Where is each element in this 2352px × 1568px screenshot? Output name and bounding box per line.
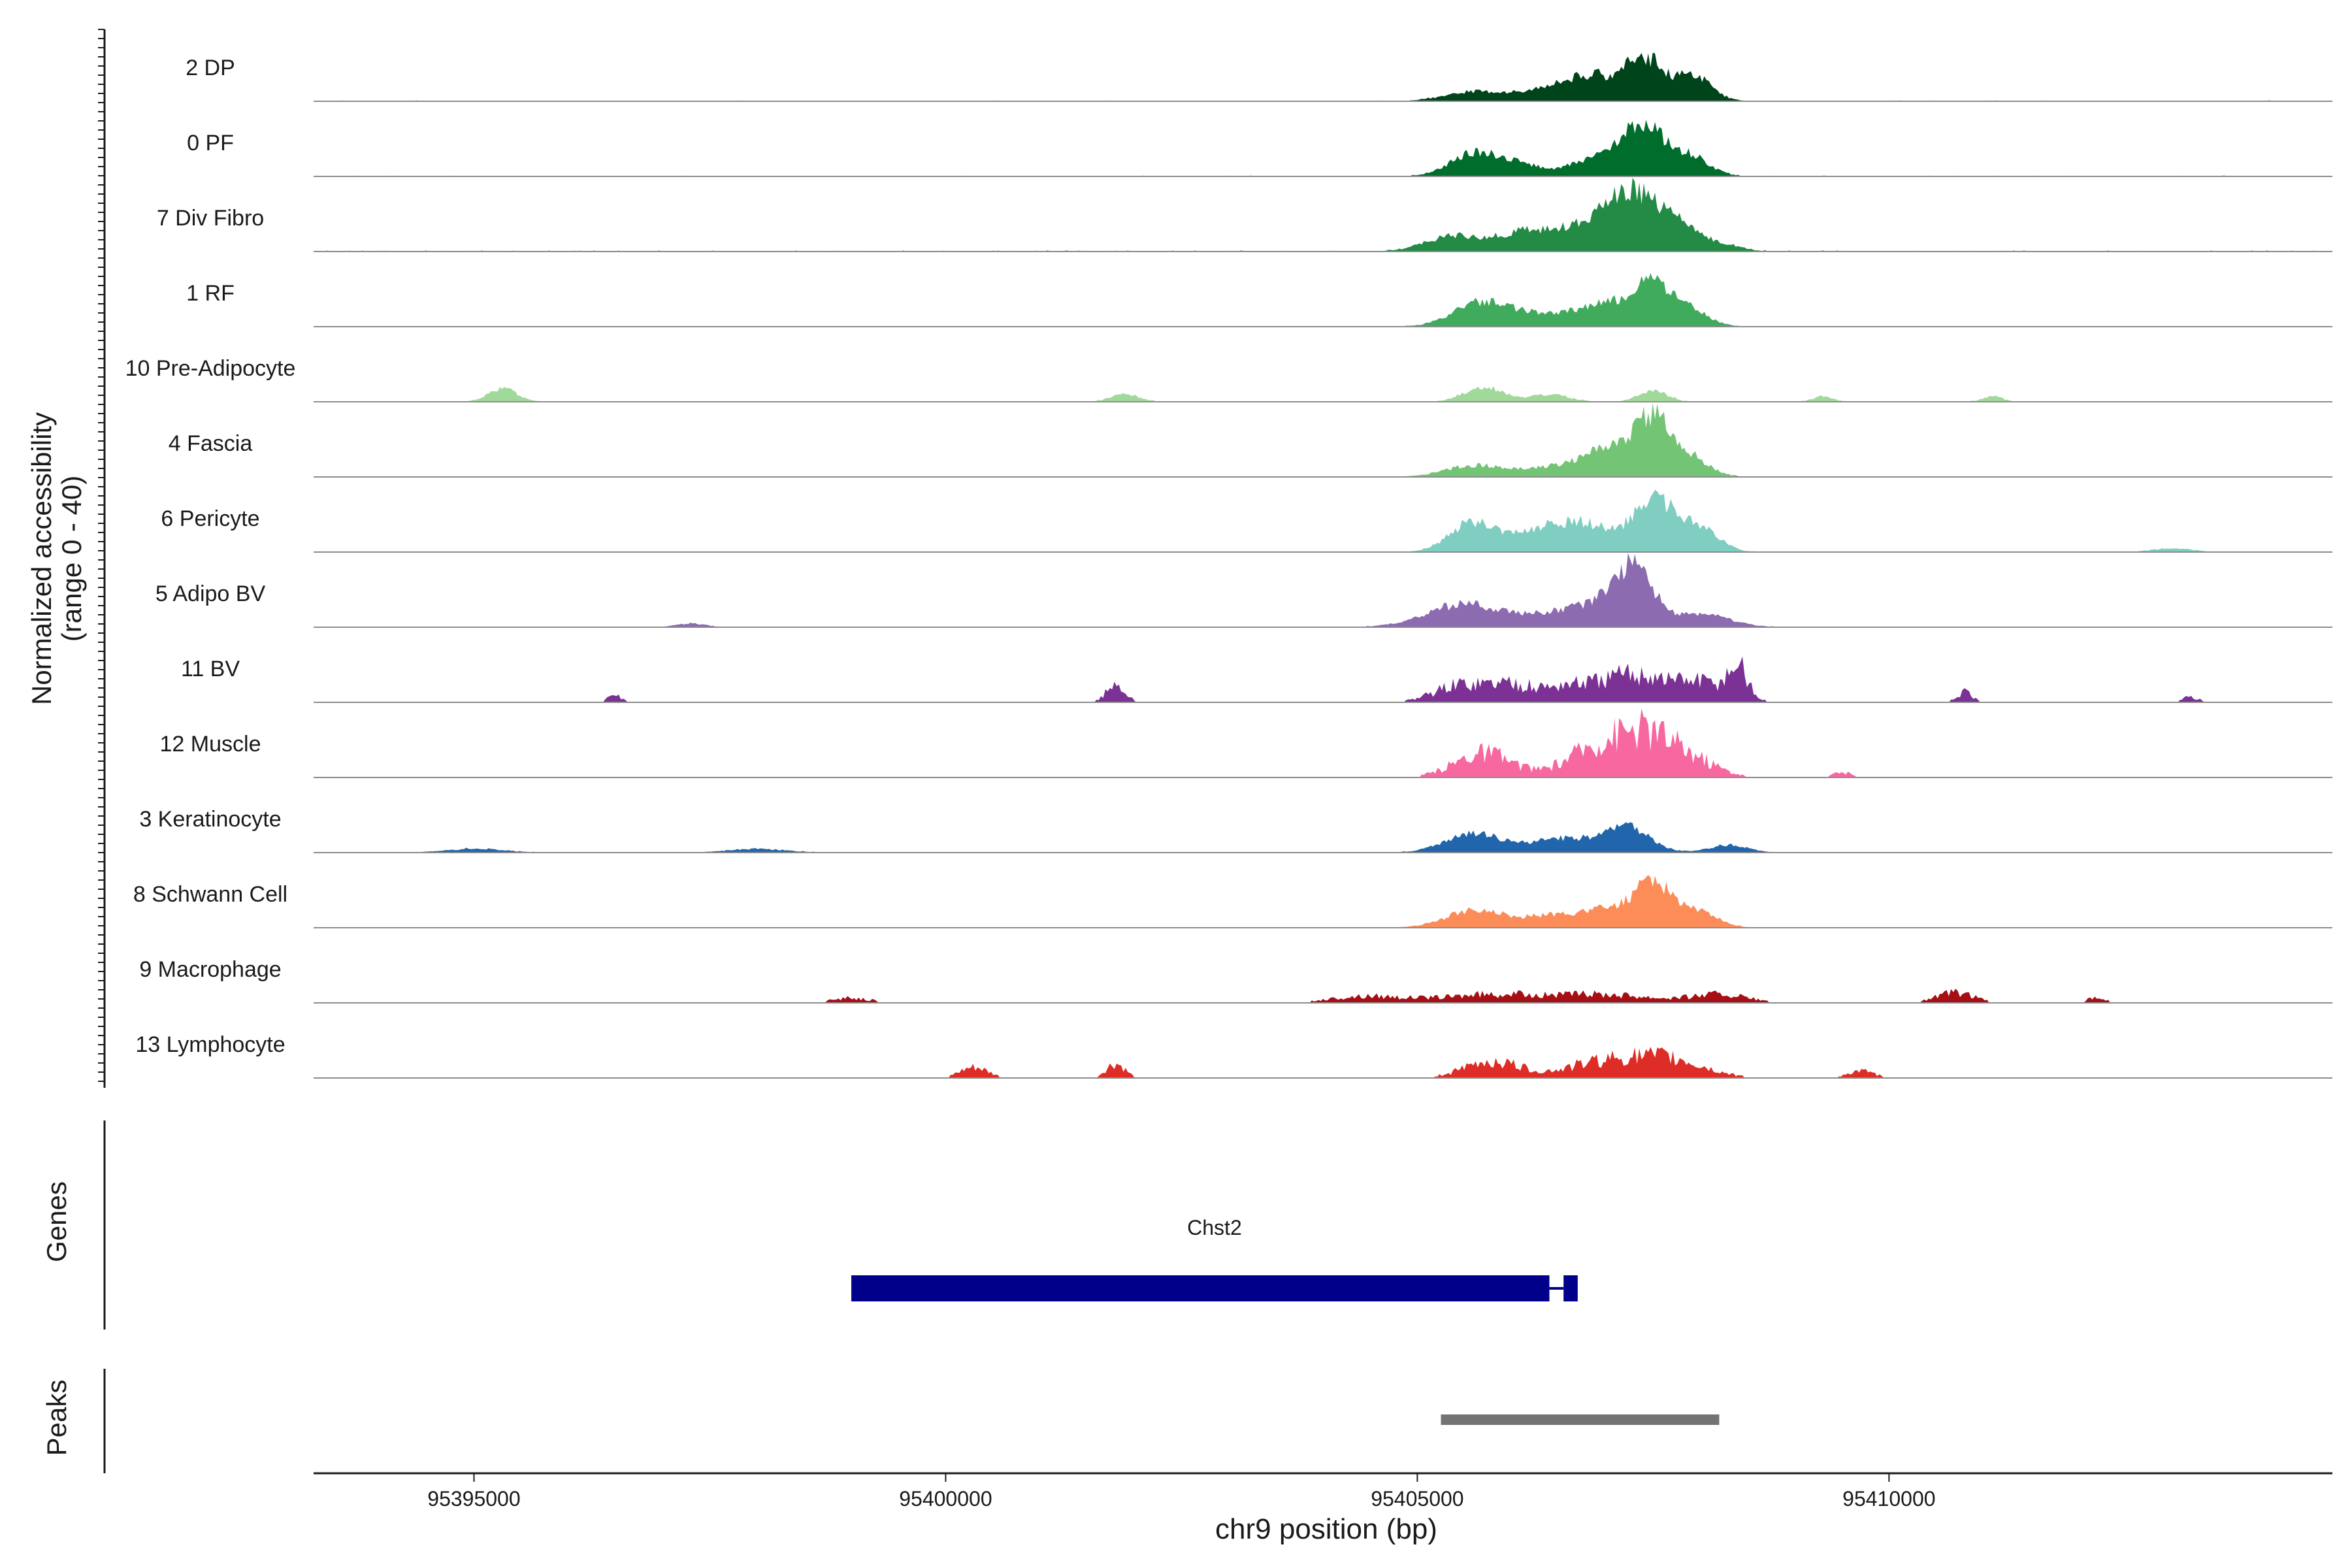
peaks-panel-label: Peaks	[41, 1380, 72, 1456]
x-tick-label: 95400000	[899, 1487, 992, 1511]
genes-panel-label: Genes	[41, 1181, 72, 1262]
track-12: 8 Schwann Cell	[133, 875, 2332, 928]
track-label: 6 Pericyte	[161, 506, 259, 531]
track-6: 4 Fascia	[169, 402, 2332, 478]
track-label: 2 DP	[186, 56, 235, 80]
track-signal	[314, 178, 2332, 252]
track-signal	[314, 120, 2332, 176]
track-layer: 2 DP 0 PF 7 Div Fibro 1 RF 10 Pre-Adipocyte 4…	[125, 52, 2332, 1079]
track-4: 1 RF	[186, 273, 2332, 327]
gene-exon	[851, 1275, 1550, 1301]
track-label: 13 Lymphocyte	[135, 1032, 285, 1057]
track-signal	[314, 656, 2332, 702]
track-label: 9 Macrophage	[139, 957, 281, 982]
track-label: 10 Pre-Adipocyte	[125, 356, 296, 381]
track-14: 13 Lymphocyte	[135, 1032, 2332, 1079]
track-2: 0 PF	[187, 120, 2332, 177]
track-8: 5 Adipo BV	[155, 553, 2332, 628]
track-10: 12 Muscle	[160, 708, 2332, 778]
track-signal	[314, 386, 2332, 402]
y-axis-label: Normalized accessibility	[26, 412, 57, 705]
track-label: 1 RF	[186, 281, 235, 306]
track-13: 9 Macrophage	[139, 957, 2332, 1004]
track-3: 7 Div Fibro	[157, 178, 2332, 252]
track-1: 2 DP	[186, 52, 2332, 102]
track-label: 8 Schwann Cell	[133, 882, 287, 907]
track-label: 11 BV	[181, 657, 240, 681]
track-signal	[314, 52, 2332, 101]
track-label: 3 Keratinocyte	[139, 807, 281, 832]
gene-exon	[1563, 1275, 1578, 1301]
track-signal	[314, 273, 2332, 327]
gene-name-label: Chst2	[1187, 1216, 1242, 1239]
track-signal	[314, 402, 2332, 477]
x-axis-label: chr9 position (bp)	[1215, 1513, 1437, 1545]
track-signal	[314, 553, 2332, 627]
x-tick-label: 95405000	[1371, 1487, 1463, 1511]
x-tick-label: 95410000	[1842, 1487, 1935, 1511]
track-label: 5 Adipo BV	[155, 581, 266, 606]
track-signal	[314, 822, 2332, 853]
track-label: 7 Div Fibro	[157, 206, 264, 231]
track-label: 0 PF	[187, 131, 234, 155]
track-signal	[314, 708, 2332, 777]
axis-layer: Chst2 95395000 95400000 95405000 95410000	[98, 29, 2332, 1511]
peak-region	[1441, 1414, 1720, 1425]
y-axis-sublabel: (range 0 - 40)	[56, 476, 87, 642]
x-tick-label: 95395000	[427, 1487, 520, 1511]
track-7: 6 Pericyte	[161, 489, 2332, 553]
track-signal	[314, 489, 2332, 552]
gene-chst2: Chst2	[851, 1216, 1578, 1301]
track-9: 11 BV	[181, 656, 2332, 703]
track-signal	[314, 875, 2332, 928]
track-5: 10 Pre-Adipocyte	[125, 356, 2332, 402]
track-label: 12 Muscle	[160, 732, 261, 757]
track-11: 3 Keratinocyte	[139, 807, 2332, 853]
track-signal	[314, 1047, 2332, 1078]
track-signal	[314, 988, 2332, 1003]
track-label: 4 Fascia	[169, 431, 253, 456]
